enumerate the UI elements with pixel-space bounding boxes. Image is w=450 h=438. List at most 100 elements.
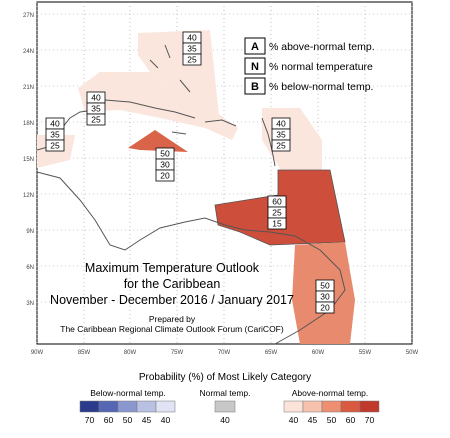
- lat-label: 6N: [26, 265, 34, 271]
- region-box-cell: [182, 53, 202, 66]
- colorbar-tick: 70: [365, 415, 375, 425]
- region-box-cell: [315, 301, 335, 314]
- region-value: 50: [160, 149, 170, 159]
- legend-key-box: [244, 77, 266, 95]
- map-credit-line-2: The Caribbean Regional Climate Outlook F…: [60, 324, 284, 334]
- region-value: 60: [272, 197, 282, 207]
- region-box-cell: [155, 169, 175, 182]
- legend-key-row: B % below-normal temp.: [244, 77, 373, 95]
- colorbar-swatch: [155, 400, 176, 413]
- lon-label: 70W: [218, 350, 231, 356]
- legend-key-row: N % normal temperature: [244, 57, 373, 75]
- region-value: 15: [272, 219, 282, 229]
- colorbar-swatch: [283, 400, 304, 413]
- colorbar-tick: 45: [142, 415, 152, 425]
- lat-label: 15N: [23, 157, 34, 163]
- legend-key-box: [244, 57, 266, 75]
- colorbar-tick: 45: [308, 415, 318, 425]
- region-value: 35: [187, 44, 197, 54]
- region-value: 50: [320, 281, 330, 291]
- map-title-line-1: Maximum Temperature Outlook: [85, 261, 260, 275]
- region-box-cell: [267, 217, 287, 230]
- region-value: 30: [320, 292, 330, 302]
- map-title-line-2: for the Caribbean: [124, 277, 221, 291]
- colorbar-title: Probability (%) of Most Likely Category: [139, 372, 311, 383]
- legend-key-text: % below-normal temp.: [269, 81, 373, 93]
- region-value: 35: [91, 104, 101, 114]
- legend-key-row: A % above-normal temp.: [244, 37, 375, 55]
- lat-label: 9N: [26, 229, 34, 235]
- map-grid: [36, 2, 413, 344]
- region-value: 35: [276, 130, 286, 140]
- map-credit-line-1: Prepared by: [149, 314, 196, 324]
- latitude-labels: 27N 24N 21N 18N 15N 12N 9N 6N 3N: [23, 13, 34, 307]
- region-labels: 4035254035254035254035255030206025155030…: [45, 31, 335, 314]
- coastlines: [36, 44, 346, 345]
- colorbar-below-label: Below-normal temp.: [90, 388, 166, 398]
- lon-label: 80W: [124, 350, 137, 356]
- region-value: 30: [160, 160, 170, 170]
- lon-label: 60W: [312, 350, 325, 356]
- legend-key-letter: A: [251, 41, 259, 53]
- legend-key-text: % normal temperature: [269, 61, 373, 73]
- region-box-cell: [86, 113, 106, 126]
- colorbar-swatch: [79, 400, 100, 413]
- lat-label: 3N: [26, 301, 34, 307]
- region-value: 25: [50, 141, 60, 151]
- colorbar-swatch: [302, 400, 323, 413]
- colorbar-swatch: [117, 400, 138, 413]
- region-greater-antilles: [78, 72, 238, 140]
- region-value: 40: [50, 119, 60, 129]
- longitude-labels: 90W 85W 80W 75W 70W 65W 60W 55W 50W: [31, 350, 419, 356]
- region-box-cell: [45, 139, 65, 152]
- lon-label: 50W: [406, 350, 419, 356]
- legend-key-letter: B: [251, 81, 259, 93]
- region-value: 35: [50, 130, 60, 140]
- colorbar-swatch: [340, 400, 361, 413]
- lon-label: 55W: [359, 350, 372, 356]
- lat-label: 21N: [23, 85, 34, 91]
- region-value: 40: [91, 93, 101, 103]
- colorbar-tick: 40: [220, 415, 230, 425]
- region-value: 20: [320, 303, 330, 313]
- colorbar-tick: 60: [104, 415, 114, 425]
- colorbar-normal-label: Normal temp.: [199, 388, 250, 398]
- legend-key-text: % above-normal temp.: [269, 41, 375, 53]
- colorbar-above-label: Above-normal temp.: [292, 388, 369, 398]
- colorbar-tick: 50: [327, 415, 337, 425]
- region-value: 20: [160, 171, 170, 181]
- lat-label: 12N: [23, 193, 34, 199]
- lon-label: 85W: [78, 350, 91, 356]
- colorbar-swatch: [359, 400, 380, 413]
- legend-key-letter: N: [251, 61, 259, 73]
- lat-label: 27N: [23, 13, 34, 19]
- legend-key: A % above-normal temp. N % normal temperatu…: [244, 37, 375, 95]
- region-value: 40: [276, 119, 286, 129]
- region-value: 25: [272, 208, 282, 218]
- colorbar-tick: 40: [161, 415, 171, 425]
- colorbar-swatch: [321, 400, 342, 413]
- colorbar-swatch: [214, 400, 236, 413]
- region-value: 25: [91, 115, 101, 125]
- region-value: 25: [276, 141, 286, 151]
- lon-label: 65W: [265, 350, 278, 356]
- lat-label: 18N: [23, 121, 34, 127]
- lon-label: 90W: [31, 350, 44, 356]
- region-box-cell: [271, 139, 291, 152]
- region-value: 25: [187, 55, 197, 65]
- map-title-line-3: November - December 2016 / January 2017: [50, 293, 294, 307]
- colorbar-tick: 60: [346, 415, 356, 425]
- legend-key-box: [244, 37, 266, 55]
- region-jamaica: [128, 130, 188, 152]
- colorbar-swatch: [136, 400, 157, 413]
- colorbar-swatch: [98, 400, 119, 413]
- colorbar-tick: 40: [289, 415, 299, 425]
